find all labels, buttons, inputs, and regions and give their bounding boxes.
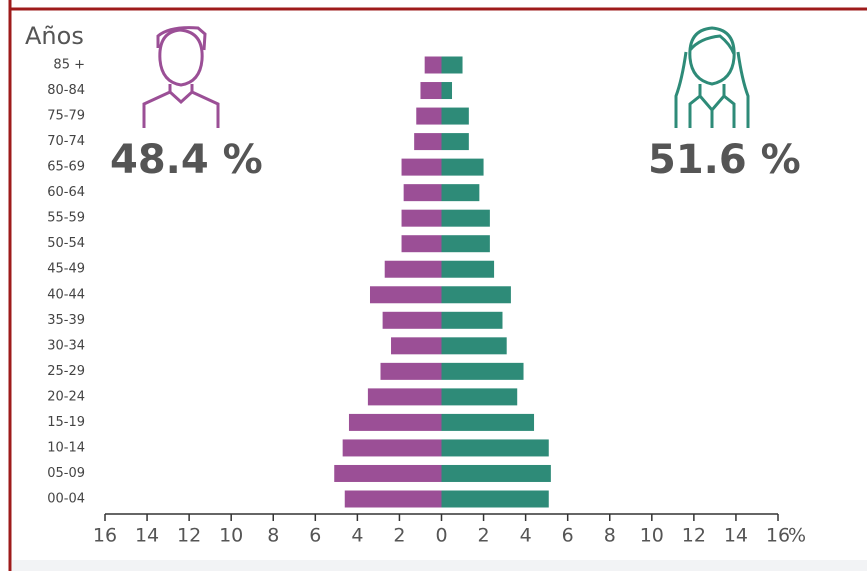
bar	[401, 158, 442, 176]
bar	[414, 133, 442, 151]
category-label: 25-29	[47, 364, 85, 379]
bar	[441, 82, 453, 100]
male-percent: 48.4 %	[110, 137, 263, 183]
bar	[441, 464, 551, 482]
bar	[441, 260, 495, 278]
category-label: 55-59	[47, 211, 85, 226]
category-label: 70-74	[47, 134, 85, 149]
bar	[344, 490, 442, 508]
x-tick-label: 4	[520, 525, 532, 547]
y-axis-label: Años	[25, 22, 84, 50]
bar	[441, 337, 507, 355]
x-tick-label: 12	[177, 525, 201, 547]
bar	[369, 286, 442, 304]
bar	[441, 362, 524, 380]
x-tick-label: 16	[93, 525, 117, 547]
bar	[441, 107, 469, 125]
bar	[441, 388, 518, 406]
x-tick-label: 10	[640, 525, 664, 547]
x-tick-label: 10	[219, 525, 243, 547]
bar	[424, 56, 442, 74]
bar	[416, 107, 442, 125]
bar	[441, 235, 490, 253]
x-tick-label: 14	[135, 525, 159, 547]
bar	[348, 413, 442, 431]
category-label: 40-44	[47, 287, 85, 302]
bar	[441, 286, 511, 304]
bar	[380, 362, 442, 380]
bar	[441, 158, 484, 176]
bar	[401, 209, 442, 227]
bar	[401, 235, 442, 253]
bar	[382, 311, 442, 329]
bar	[403, 184, 442, 202]
bar	[441, 184, 480, 202]
female-percent: 51.6 %	[648, 137, 801, 183]
bottom-strip	[12, 560, 867, 571]
x-tick-label: 6	[562, 525, 574, 547]
bar	[441, 413, 535, 431]
x-tick-label: 6	[309, 525, 321, 547]
x-tick-label: 16	[766, 525, 790, 547]
x-axis-label: %	[788, 525, 806, 547]
category-label: 15-19	[47, 415, 85, 430]
bar	[420, 82, 442, 100]
x-tick-label: 8	[604, 525, 616, 547]
x-tick-label: 2	[393, 525, 405, 547]
bar	[334, 464, 442, 482]
bar	[441, 311, 503, 329]
category-label: 10-14	[47, 440, 85, 455]
category-label: 20-24	[47, 389, 85, 404]
category-label: 00-04	[47, 492, 85, 507]
bar	[441, 439, 549, 457]
category-label: 30-34	[47, 338, 85, 353]
bar	[342, 439, 442, 457]
female-icon	[674, 26, 750, 128]
category-label: 85 +	[53, 58, 85, 73]
category-label: 80-84	[47, 83, 85, 98]
category-label: 45-49	[47, 262, 85, 277]
bar	[441, 133, 469, 151]
category-label: 35-39	[47, 313, 85, 328]
bar	[391, 337, 442, 355]
category-label: 60-64	[47, 185, 85, 200]
x-tick-label: 0	[435, 525, 447, 547]
x-tick-label: 8	[267, 525, 279, 547]
male-icon	[142, 26, 220, 128]
x-tick-label: 12	[682, 525, 706, 547]
category-label: 05-09	[47, 466, 85, 481]
x-tick-label: 4	[351, 525, 363, 547]
bar	[367, 388, 442, 406]
bar	[384, 260, 442, 278]
x-tick-label: 14	[724, 525, 748, 547]
bar	[441, 490, 549, 508]
bar	[441, 209, 490, 227]
category-label: 65-69	[47, 160, 85, 175]
x-tick-label: 2	[478, 525, 490, 547]
category-label: 75-79	[47, 109, 85, 124]
category-label: 50-54	[47, 236, 85, 251]
bar	[441, 56, 463, 74]
